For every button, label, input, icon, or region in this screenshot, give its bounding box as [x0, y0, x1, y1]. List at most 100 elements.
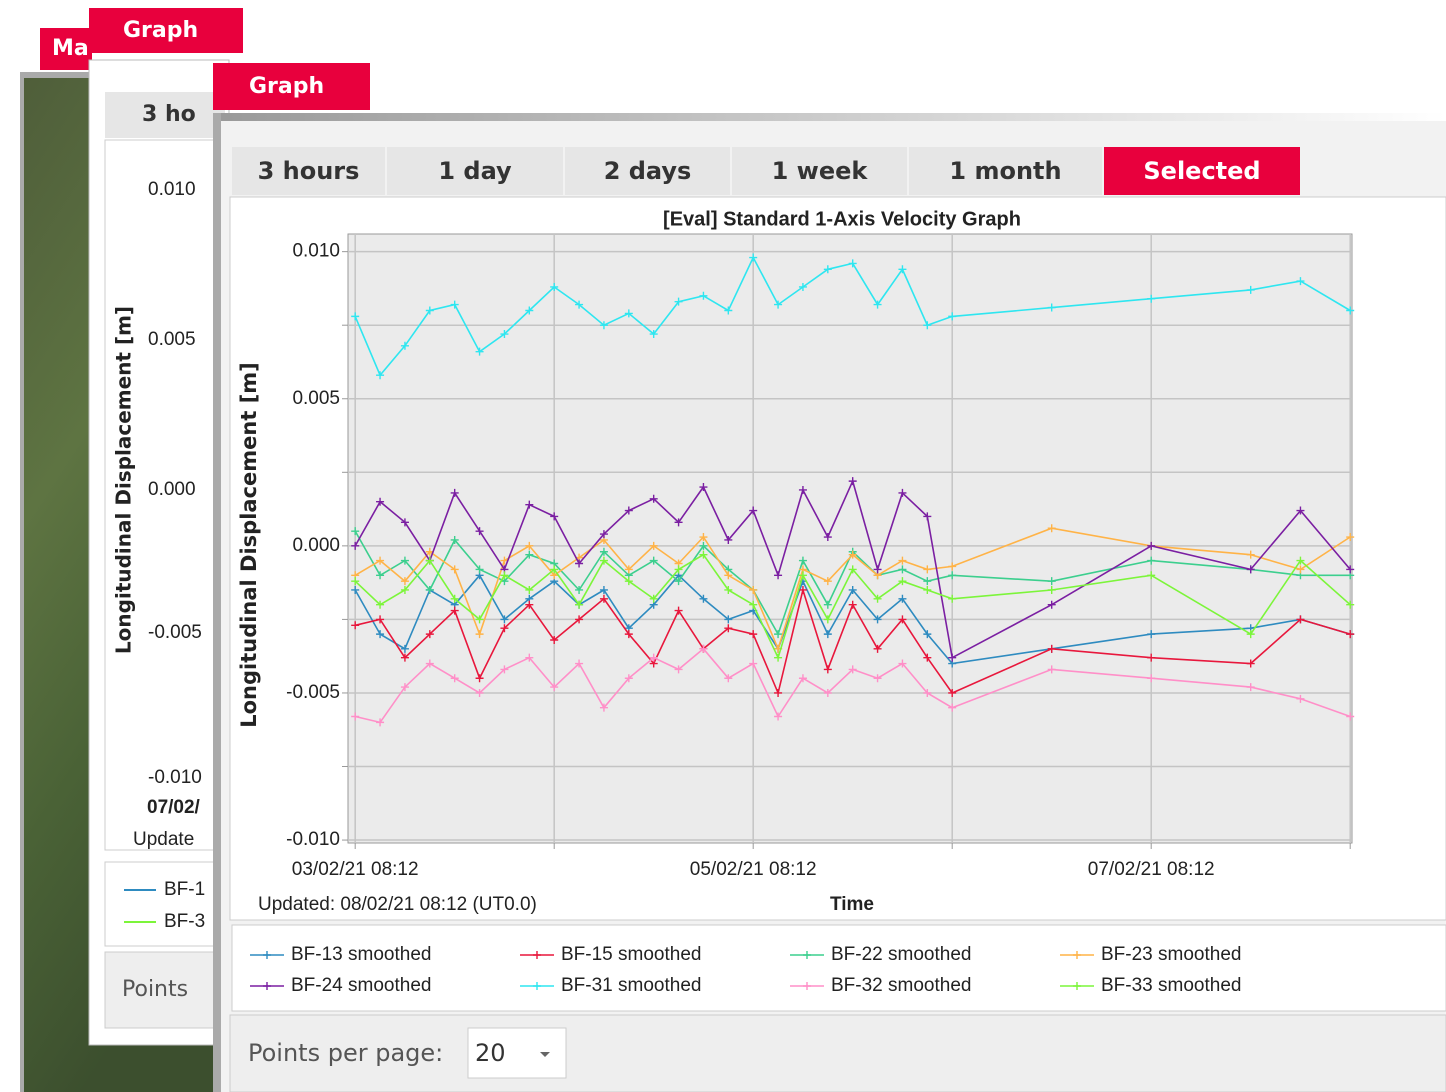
back-tick-label: -0.010 — [148, 767, 202, 788]
point-marker — [1147, 541, 1156, 550]
point-marker — [674, 297, 683, 306]
legend-label[interactable]: BF-33 smoothed — [1101, 975, 1241, 996]
point-marker — [599, 547, 608, 556]
period-tab[interactable] — [387, 147, 563, 195]
period-tab[interactable] — [1104, 147, 1300, 195]
point-marker — [674, 577, 683, 586]
legend-swatch-marker — [1073, 951, 1081, 959]
point-marker — [699, 541, 708, 550]
point-marker — [1296, 277, 1305, 286]
back-footer — [104, 951, 226, 1029]
point-marker — [475, 688, 484, 697]
x-tick-label: 03/02/21 08:12 — [292, 859, 419, 880]
point-marker — [898, 659, 907, 668]
point-marker — [948, 594, 957, 603]
point-marker — [798, 585, 807, 594]
front-tab-label: Graph — [249, 74, 324, 99]
points-select[interactable] — [467, 1027, 567, 1079]
point-marker — [848, 259, 857, 268]
point-marker — [873, 644, 882, 653]
point-marker — [774, 630, 783, 639]
point-marker — [724, 585, 733, 594]
plot-area — [347, 233, 1353, 844]
point-marker — [1246, 659, 1255, 668]
legend-label[interactable]: BF-22 smoothed — [831, 944, 971, 965]
point-marker — [923, 653, 932, 662]
point-marker — [848, 600, 857, 609]
point-marker — [724, 571, 733, 580]
back-tick-label: 0.000 — [148, 479, 196, 500]
legend-label[interactable]: BF-31 smoothed — [561, 975, 701, 996]
front-tab[interactable] — [213, 63, 370, 110]
point-marker — [798, 674, 807, 683]
point-marker — [948, 688, 957, 697]
point-marker — [1346, 306, 1355, 315]
point-marker — [376, 571, 385, 580]
point-marker — [873, 674, 882, 683]
point-marker — [674, 606, 683, 615]
point-marker — [1246, 630, 1255, 639]
point-marker — [525, 500, 534, 509]
legend-label[interactable]: BF-23 smoothed — [1101, 944, 1241, 965]
point-marker — [1147, 294, 1156, 303]
point-marker — [674, 565, 683, 574]
legend-swatch-marker — [803, 951, 811, 959]
point-marker — [823, 630, 832, 639]
series-line — [354, 553, 1351, 660]
point-marker — [699, 291, 708, 300]
point-marker — [376, 615, 385, 624]
point-marker — [376, 497, 385, 506]
point-marker — [351, 585, 360, 594]
points-value: 20 — [475, 1039, 506, 1067]
point-marker — [624, 309, 633, 318]
period-tab-label: 1 day — [438, 157, 512, 185]
period-tab[interactable] — [909, 147, 1102, 195]
back-tick-label: -0.005 — [148, 622, 202, 643]
point-marker — [376, 556, 385, 565]
point-marker — [823, 615, 832, 624]
point-marker — [400, 644, 409, 653]
point-marker — [525, 653, 534, 662]
map-tab[interactable] — [40, 28, 92, 70]
point-marker — [425, 630, 434, 639]
point-marker — [699, 644, 708, 653]
point-marker — [1147, 674, 1156, 683]
point-marker — [873, 615, 882, 624]
point-marker — [525, 550, 534, 559]
point-marker — [948, 571, 957, 580]
point-marker — [724, 674, 733, 683]
point-marker — [674, 665, 683, 674]
back-period-tab[interactable] — [105, 92, 225, 138]
x-tick-label: 05/02/21 08:12 — [690, 859, 817, 880]
point-marker — [798, 556, 807, 565]
point-marker — [575, 615, 584, 624]
y-tick-label: -0.005 — [286, 682, 340, 703]
legend-label[interactable]: BF-32 smoothed — [831, 975, 971, 996]
period-tab[interactable] — [232, 147, 385, 195]
point-marker — [898, 615, 907, 624]
point-marker — [1246, 285, 1255, 294]
period-tab[interactable] — [565, 147, 730, 195]
point-marker — [923, 321, 932, 330]
legend-label[interactable]: BF-24 smoothed — [291, 975, 431, 996]
legend-label[interactable]: BF-15 smoothed — [561, 944, 701, 965]
point-marker — [649, 653, 658, 662]
point-marker — [1346, 533, 1355, 542]
point-marker — [798, 282, 807, 291]
point-marker — [1246, 565, 1255, 574]
series-line — [354, 530, 1351, 637]
point-marker — [1296, 615, 1305, 624]
point-marker — [798, 485, 807, 494]
point-marker — [351, 621, 360, 630]
back-tick-label: 0.005 — [148, 329, 196, 350]
point-marker — [1296, 506, 1305, 515]
point-marker — [749, 253, 758, 262]
back-legend-label: BF-1 — [164, 879, 205, 900]
points-label: Points per page: — [248, 1039, 443, 1067]
point-marker — [749, 585, 758, 594]
legend-label[interactable]: BF-13 smoothed — [291, 944, 431, 965]
point-marker — [873, 300, 882, 309]
period-tab[interactable] — [732, 147, 907, 195]
back-tab[interactable] — [89, 8, 243, 53]
plot: -0.010 -0.005 0.000 0.005 0.010 03/02/21 08:1… — [286, 233, 1355, 880]
